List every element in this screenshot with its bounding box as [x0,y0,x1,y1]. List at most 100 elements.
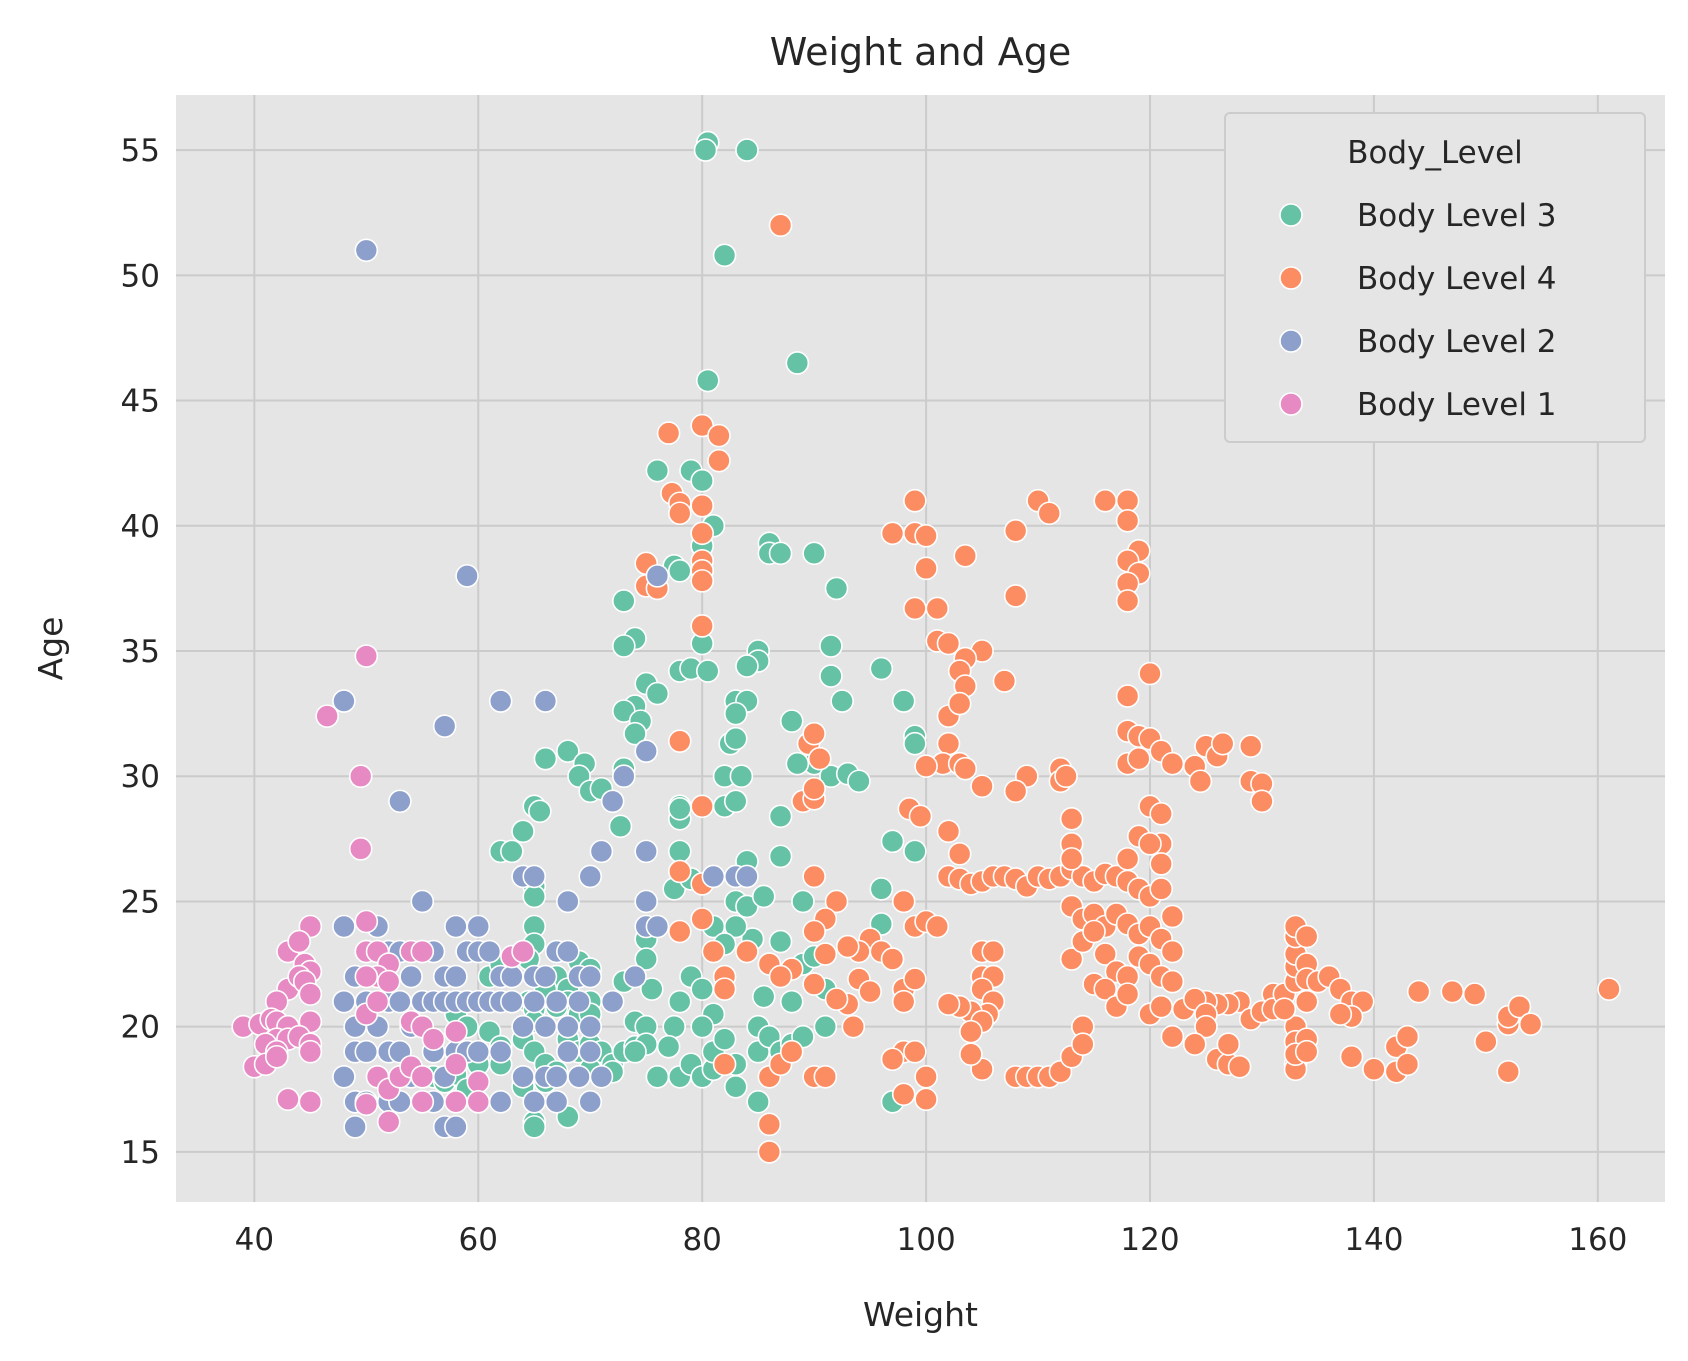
legend-label: Body Level 4 [1357,261,1557,297]
data-point [802,864,826,889]
x-tick-label: 80 [682,1222,721,1258]
data-point [1160,1024,1185,1049]
data-point [1149,877,1174,901]
data-point [645,681,670,706]
data-point [556,889,580,914]
scatter-points [231,130,1621,1164]
data-point [701,939,726,964]
data-point [785,751,810,776]
data-point [891,889,916,914]
data-point [779,709,804,733]
data-point [690,907,714,931]
data-point [410,1090,435,1114]
data-point [399,964,423,989]
data-point [802,776,826,801]
data-point [533,1014,558,1039]
data-point [354,909,379,934]
data-point [690,977,714,1001]
series-4 [231,644,535,1134]
data-point [1138,832,1162,856]
data-point [410,939,435,964]
data-point [567,1064,591,1089]
data-point [589,1064,614,1089]
data-point [903,1039,927,1064]
data-point [802,972,826,996]
data-point [1250,789,1274,814]
data-point [1054,764,1078,789]
data-point [824,987,849,1011]
data-point [869,656,894,681]
data-point [891,989,916,1014]
data-point [511,939,535,964]
data-point [662,1014,686,1039]
data-point [522,1090,547,1114]
data-point [723,914,748,939]
data-point [785,351,810,375]
data-point [914,1064,938,1089]
data-point [667,559,692,583]
data-point [1238,734,1263,758]
data-point [723,789,748,814]
data-point [729,764,754,789]
data-point [746,1090,770,1114]
data-point [712,1027,737,1052]
data-point [511,819,535,844]
series-2 [634,213,1621,1164]
data-point [1474,1029,1498,1054]
data-point [802,721,826,746]
data-point [522,1115,547,1139]
data-point [701,864,726,889]
x-tick-label: 140 [1344,1222,1403,1258]
data-point [1518,1012,1543,1036]
data-point [914,1087,938,1112]
data-point [1227,1054,1252,1079]
data-point [645,564,670,588]
data-point [556,939,580,964]
data-point [807,746,832,771]
data-point [634,739,659,763]
data-point [556,1014,580,1039]
data-point [768,964,793,989]
data-point [695,659,720,683]
data-point [544,1064,569,1089]
data-point [298,1090,323,1114]
data-point [645,914,670,939]
data-point [332,689,356,713]
legend-marker [1279,329,1303,353]
data-point [903,839,927,864]
data-point [1294,1039,1319,1064]
y-tick-label: 20 [121,1010,160,1046]
data-point [830,689,854,713]
y-axis-label: Age [31,617,70,681]
x-tick-label: 160 [1568,1222,1627,1258]
data-point [578,1039,603,1064]
data-point [1138,661,1162,686]
data-point [544,989,569,1014]
data-point [466,1069,491,1094]
data-point [589,839,614,864]
y-tick-label: 55 [121,133,160,169]
data-point [735,939,759,964]
data-point [735,864,759,889]
data-point [410,1064,435,1089]
data-point [1395,1052,1420,1077]
data-point [1071,1032,1095,1057]
data-point [634,889,659,914]
data-point [354,644,379,668]
x-tick-label: 60 [459,1222,498,1258]
data-point [522,864,547,889]
data-point [388,989,412,1014]
data-point [903,596,927,621]
data-point [1194,1014,1218,1039]
data-point [768,541,793,566]
data-point [556,1039,580,1064]
data-point [690,1014,714,1039]
data-point [1160,969,1185,994]
data-point [768,844,793,869]
data-point [354,1039,379,1064]
data-point [645,1064,670,1089]
data-point [522,884,547,909]
legend-marker [1279,266,1303,290]
data-point [690,794,714,819]
data-point [388,789,412,814]
